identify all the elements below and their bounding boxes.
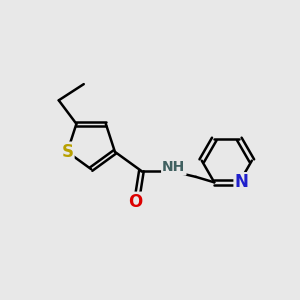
Text: O: O — [128, 193, 143, 211]
Text: S: S — [61, 143, 73, 161]
Text: N: N — [235, 173, 249, 191]
Text: NH: NH — [162, 160, 185, 175]
